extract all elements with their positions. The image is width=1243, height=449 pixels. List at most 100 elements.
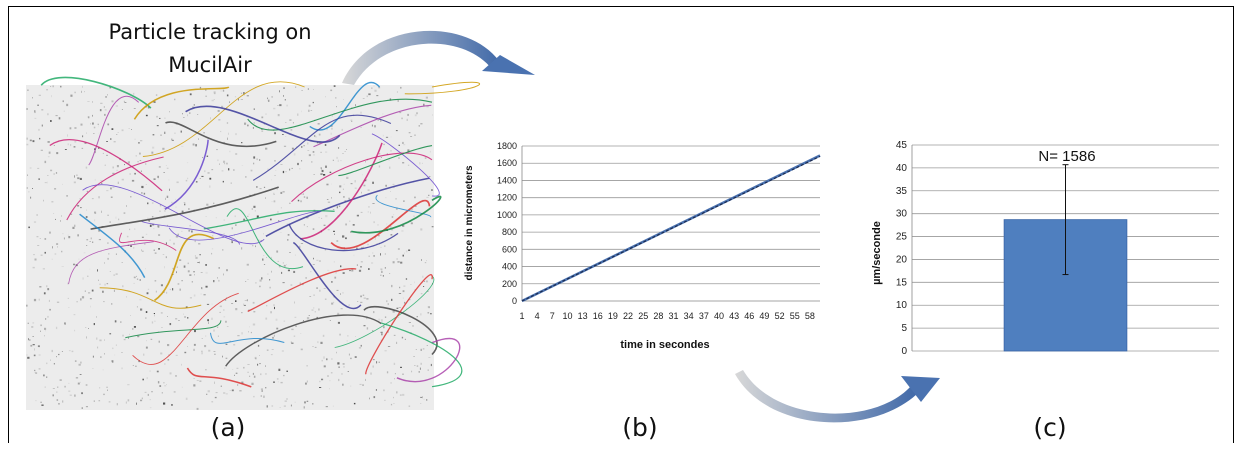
speckle xyxy=(49,231,51,234)
speckle xyxy=(144,391,147,393)
speckle xyxy=(163,172,165,173)
speckle xyxy=(414,134,416,136)
speckle xyxy=(430,313,432,315)
speckle xyxy=(371,124,373,127)
speckle xyxy=(361,191,362,194)
speckle xyxy=(407,149,410,152)
speckle xyxy=(324,144,327,146)
speckle xyxy=(291,328,294,331)
speckle xyxy=(273,194,275,195)
speckle xyxy=(317,341,319,344)
particle-track xyxy=(88,95,140,166)
speckle xyxy=(28,191,30,193)
speckle xyxy=(214,92,216,95)
speckle xyxy=(293,153,296,156)
speckle xyxy=(74,91,76,94)
speckle xyxy=(263,395,265,398)
speckle xyxy=(389,166,391,169)
speckle xyxy=(52,246,53,249)
speckle xyxy=(130,315,131,316)
speckle xyxy=(61,266,64,267)
speckle xyxy=(252,323,256,326)
speckle xyxy=(271,256,272,259)
speckle xyxy=(207,390,210,393)
speckle xyxy=(390,150,392,152)
speckle xyxy=(333,261,335,263)
speckle xyxy=(273,381,275,383)
speckle xyxy=(331,302,334,305)
speckle xyxy=(265,147,268,150)
speckle xyxy=(362,98,365,99)
speckle xyxy=(77,177,80,180)
speckle xyxy=(356,247,358,250)
speckle xyxy=(385,136,389,138)
speckle xyxy=(323,224,326,226)
speckle xyxy=(160,352,163,355)
speckle xyxy=(430,363,432,367)
speckle xyxy=(423,103,425,106)
speckle xyxy=(69,127,72,130)
speckle xyxy=(426,196,429,198)
speckle xyxy=(187,114,188,117)
chart-b-gridlines xyxy=(521,145,820,302)
speckle xyxy=(300,333,302,334)
speckle xyxy=(306,317,310,320)
speckle xyxy=(398,144,400,146)
speckle xyxy=(307,142,309,145)
speckle xyxy=(253,156,256,159)
speckle xyxy=(329,320,331,321)
speckle xyxy=(38,346,40,348)
x-tick-label: 7 xyxy=(550,311,555,321)
speckle xyxy=(318,133,321,136)
speckle xyxy=(211,252,213,255)
speckle xyxy=(82,135,84,138)
speckle xyxy=(159,204,162,207)
speckle xyxy=(114,354,116,356)
speckle xyxy=(235,224,237,226)
speckle xyxy=(195,256,198,259)
speckle xyxy=(87,275,89,277)
speckle xyxy=(121,178,124,181)
y-tick-label: 0 xyxy=(901,346,907,357)
speckle xyxy=(180,130,182,133)
speckle xyxy=(415,349,417,350)
speckle xyxy=(223,392,226,394)
speckle xyxy=(152,146,155,149)
speckle xyxy=(273,107,276,110)
speckle xyxy=(151,391,153,393)
speckle xyxy=(280,191,283,194)
speckle xyxy=(52,388,55,389)
speckle xyxy=(327,201,331,203)
speckle xyxy=(253,375,256,378)
speckle xyxy=(271,201,273,203)
speckle xyxy=(404,252,405,255)
speckle xyxy=(278,368,281,371)
speckle xyxy=(73,146,76,148)
speckle xyxy=(231,227,233,230)
speckle xyxy=(85,384,88,386)
speckle xyxy=(157,175,159,178)
speckle xyxy=(354,180,356,183)
speckle xyxy=(158,234,161,236)
speckle xyxy=(111,100,114,103)
speckle xyxy=(80,298,82,301)
speckle xyxy=(92,368,94,369)
speckle xyxy=(96,316,97,318)
speckle xyxy=(358,347,362,349)
speckle xyxy=(319,289,321,292)
speckle xyxy=(91,289,94,292)
particle-track xyxy=(292,241,362,309)
speckle xyxy=(85,216,88,218)
speckle xyxy=(336,351,337,354)
speckle xyxy=(366,327,369,330)
speckle xyxy=(27,322,29,324)
speckle xyxy=(393,396,394,399)
speckle xyxy=(146,340,147,342)
speckle xyxy=(149,370,151,372)
chart-c-annotation: N= 1586 xyxy=(1038,148,1095,165)
speckle xyxy=(223,219,225,221)
speckle xyxy=(273,192,275,195)
speckle xyxy=(342,383,344,386)
speckle xyxy=(256,158,258,161)
speckle xyxy=(385,184,387,187)
